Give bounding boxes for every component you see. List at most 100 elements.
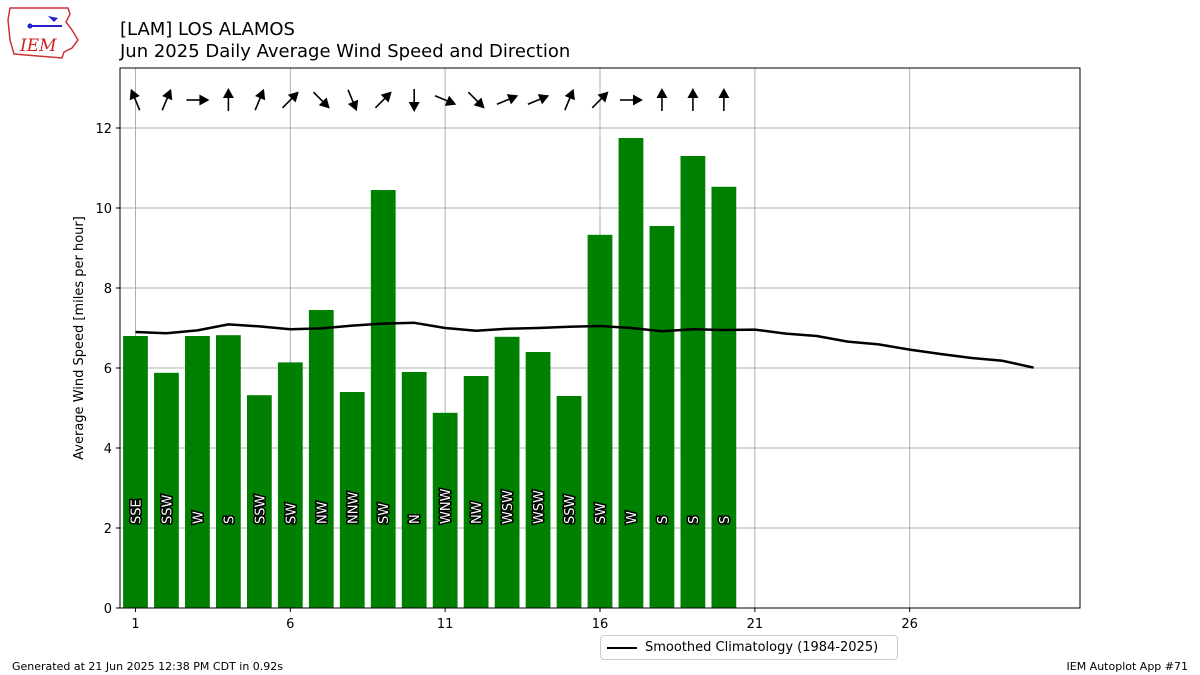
direction-label-day-17: W: [625, 511, 640, 524]
wind-arrow-shaft: [564, 95, 572, 111]
wind-arrow-head: [287, 91, 299, 103]
wind-arrow-shaft: [467, 91, 480, 104]
direction-label-day-13: WSW: [501, 490, 516, 524]
x-tick-label: 6: [286, 617, 294, 632]
wind-arrow-head: [444, 95, 457, 106]
direction-label-day-10: N: [408, 514, 423, 524]
wind-arrow-shaft: [254, 95, 262, 111]
wind-arrow-day-4: [222, 88, 234, 111]
legend: Smoothed Climatology (1984-2025): [600, 635, 898, 660]
wind-arrow-day-7: [312, 91, 330, 109]
bar-day-7: [308, 310, 334, 608]
climatology-line: [135, 321, 1034, 369]
bar-day-13: [494, 336, 520, 608]
wind-arrow-head: [380, 91, 392, 103]
footer-app: IEM Autoplot App #71: [1066, 660, 1189, 673]
wind-arrow-head: [162, 88, 173, 101]
wind-arrow-day-8: [347, 89, 359, 112]
wind-arrow-day-10: [408, 89, 420, 112]
wind-arrow-head: [473, 97, 485, 109]
direction-label-day-15: SSW: [563, 494, 578, 524]
bar-day-20: [711, 186, 737, 609]
direction-label-day-6: SW: [284, 503, 299, 524]
wind-arrow-head: [255, 88, 266, 101]
wind-arrow-day-9: [374, 91, 392, 109]
bar-day-19: [680, 156, 706, 608]
x-tick-label: 11: [437, 617, 454, 632]
direction-label-day-16: SW: [594, 503, 609, 524]
wind-arrow-day-11: [434, 95, 457, 106]
bar-day-18: [649, 226, 675, 608]
wind-arrow-shaft: [312, 91, 325, 104]
x-tick-label: 16: [592, 617, 609, 632]
wind-arrow-day-6: [281, 91, 299, 109]
climatology-group: [135, 321, 1034, 369]
direction-label-day-9: SW: [377, 503, 392, 524]
wind-arrow-day-5: [254, 88, 266, 111]
wind-arrow-head: [718, 88, 730, 98]
x-tick-label: 1: [131, 617, 139, 632]
direction-label-day-8: NNW: [346, 492, 361, 524]
wind-arrow-head: [408, 102, 420, 112]
wind-arrow-head: [687, 88, 699, 98]
direction-label-day-4: S: [222, 516, 237, 524]
y-tick-label: 6: [104, 362, 112, 377]
direction-label-day-2: SSW: [160, 494, 175, 524]
wind-arrow-shaft: [161, 95, 169, 111]
wind-arrow-head: [564, 88, 575, 101]
wind-arrow-head: [222, 88, 234, 98]
iem-logo: IEM: [7, 7, 79, 59]
direction-label-day-20: S: [718, 516, 733, 524]
direction-label-day-19: S: [687, 516, 702, 524]
chart-title-line2: Jun 2025 Daily Average Wind Speed and Di…: [119, 41, 570, 62]
wind-arrow-head: [199, 94, 210, 106]
x-tick-label: 21: [747, 617, 764, 632]
x-tick-label: 26: [901, 617, 918, 632]
bar-day-8: [339, 392, 365, 608]
direction-label-day-12: NW: [470, 501, 485, 524]
y-tick-label: 0: [104, 602, 112, 617]
wind-arrow-head: [347, 99, 359, 112]
wind-arrow-day-1: [129, 88, 141, 111]
wind-arrow-day-12: [467, 91, 485, 109]
wind-arrow-head: [656, 88, 668, 98]
wind-arrow-head: [129, 88, 140, 101]
bar-day-12: [463, 376, 489, 608]
direction-label-day-11: WNW: [439, 488, 454, 524]
wind-arrow-head: [318, 97, 330, 109]
wind-arrow-shaft: [374, 96, 387, 109]
bar-day-14: [525, 352, 551, 608]
bar-day-2: [154, 372, 179, 608]
wind-arrow-shaft: [591, 96, 604, 109]
chart-title-line1: [LAM] LOS ALAMOS: [120, 19, 295, 40]
direction-arrows-group: [129, 88, 730, 112]
wind-arrow-shaft: [496, 97, 512, 105]
footer-generated: Generated at 21 Jun 2025 12:38 PM CDT in…: [12, 660, 284, 673]
wind-arrow-day-16: [591, 91, 609, 109]
wind-arrow-day-19: [687, 88, 699, 111]
wind-arrow-day-2: [161, 88, 173, 111]
bars-group: [123, 138, 737, 609]
wind-arrow-head: [506, 94, 519, 105]
legend-label: Smoothed Climatology (1984-2025): [645, 640, 879, 655]
y-tick-label: 2: [104, 522, 112, 537]
bar-day-11: [432, 412, 458, 608]
direction-labels-group: SSE SSW W S SSW SW NW NNW SW N WNW NW WSW WSW SSW SW W S S…: [128, 487, 734, 526]
wind-arrow-head: [597, 91, 609, 103]
direction-label-day-18: S: [656, 516, 671, 524]
y-tick-label: 12: [95, 122, 112, 137]
bar-day-15: [556, 396, 582, 608]
wind-arrow-day-20: [718, 88, 730, 111]
bar-day-16: [587, 234, 613, 609]
plot-frame: [119, 67, 1081, 609]
bar-day-3: [185, 336, 210, 608]
direction-label-day-1: SSE: [129, 499, 144, 524]
wind-arrow-shaft: [347, 89, 355, 105]
wind-arrow-shaft: [281, 96, 294, 109]
wind-arrow-day-3: [186, 94, 210, 106]
wind-arrow-head: [537, 94, 550, 105]
wind-arrow-day-14: [527, 94, 550, 105]
bar-day-1: [123, 336, 148, 608]
